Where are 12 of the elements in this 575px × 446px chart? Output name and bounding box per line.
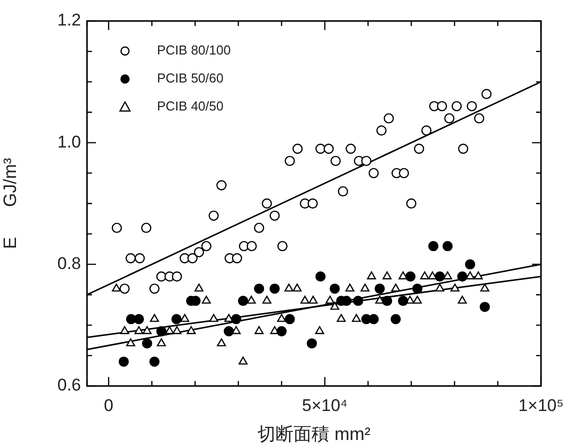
legend-label: PCIB 80/100 [157, 42, 231, 58]
y-axis-title: E GJ/m³ [0, 158, 20, 250]
legend-label: PCIB 40/50 [157, 98, 224, 114]
y-tick-label: 0.8 [57, 254, 81, 274]
legend-label: PCIB 50/60 [157, 70, 224, 86]
x-tick-label: 0 [104, 396, 114, 415]
y-tick-label: 1.0 [57, 132, 81, 152]
y-tick-label: 1.2 [57, 10, 81, 30]
y-tick-label: 0.6 [57, 376, 81, 395]
x-tick-label: 1×10⁵ [518, 396, 564, 415]
x-tick-label: 5×10⁴ [302, 396, 348, 415]
x-axis-title: 切断面積 mm² [258, 424, 370, 444]
